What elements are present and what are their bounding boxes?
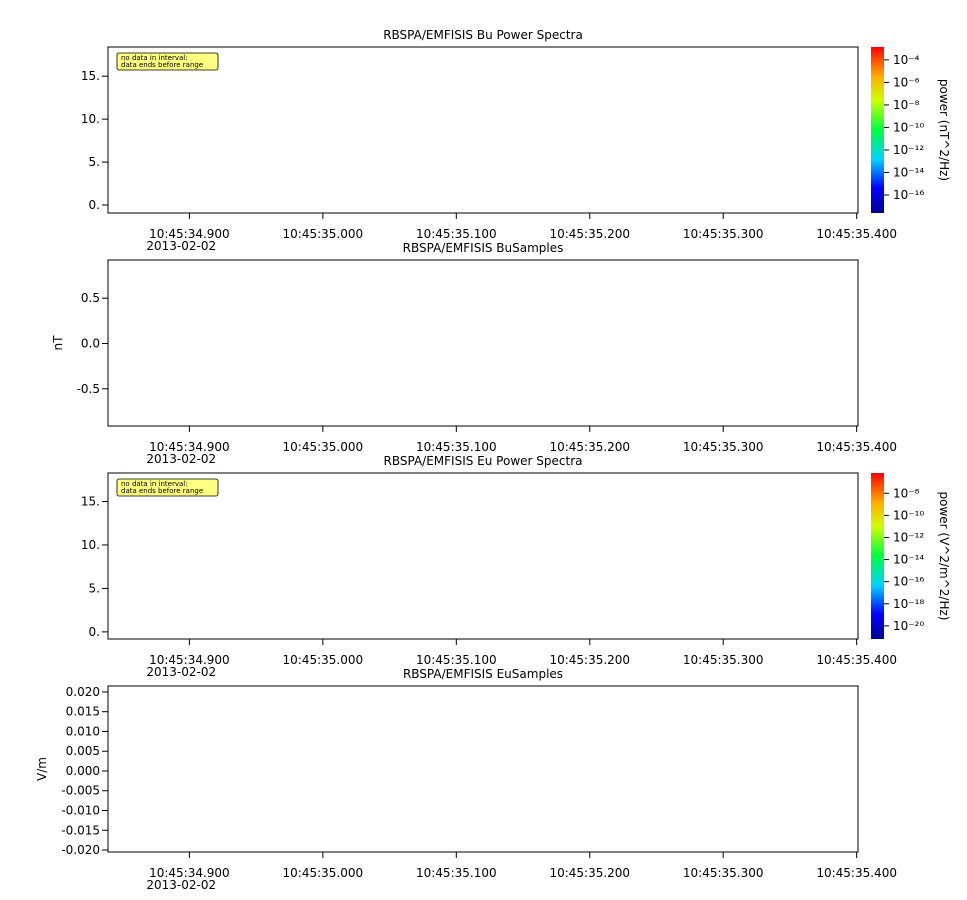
y-tick-label: 10. <box>81 112 100 126</box>
x-tick-label: 10:45:35.300 <box>683 653 764 667</box>
x-tick-label: 10:45:35.000 <box>283 866 364 880</box>
x-tick-label: 10:45:35.100 <box>416 866 497 880</box>
colorbar-tick-label: 10⁻¹⁰ <box>893 508 924 522</box>
colorbar-tick-label: 10⁻²⁰ <box>893 619 924 633</box>
x-tick-label: 10:45:34.900 <box>149 440 230 454</box>
y-tick-label: 0.0 <box>81 336 100 350</box>
x-tick-label: 10:45:34.900 <box>149 866 230 880</box>
x-tick-label: 10:45:35.400 <box>816 227 897 241</box>
plot-frame <box>107 259 859 427</box>
x-tick-label: 10:45:35.400 <box>816 653 897 667</box>
colorbar <box>871 47 884 213</box>
x-date-label: 2013-02-02 <box>146 452 216 466</box>
x-tick-label: 10:45:35.100 <box>416 653 497 667</box>
annotation-box <box>116 52 219 71</box>
x-tick-label: 10:45:35.000 <box>283 227 364 241</box>
colorbar-tick-label: 10⁻⁸ <box>893 98 920 112</box>
x-tick-label: 10:45:35.300 <box>683 866 764 880</box>
x-tick-label: 10:45:35.200 <box>549 227 630 241</box>
x-tick-label: 10:45:35.100 <box>416 227 497 241</box>
x-tick-label: 10:45:35.400 <box>816 866 897 880</box>
x-tick-label: 10:45:35.100 <box>416 440 497 454</box>
colorbar-tick-label: 10⁻⁴ <box>893 53 920 67</box>
x-tick-label: 10:45:34.900 <box>149 653 230 667</box>
annotation: data ends before range <box>121 487 203 495</box>
x-date-label: 2013-02-02 <box>146 239 216 253</box>
y-tick-label: 0. <box>89 198 100 212</box>
plot-frame <box>107 685 859 853</box>
plot-frame <box>107 472 859 640</box>
x-tick-label: 10:45:34.900 <box>149 227 230 241</box>
colorbar-label: power (V^2/m^2/Hz) <box>937 492 951 621</box>
colorbar-tick-label: 10⁻¹² <box>893 143 924 157</box>
y-axis-label: V/m <box>35 757 49 781</box>
colorbar-tick-label: 10⁻¹⁸ <box>893 597 924 611</box>
y-tick-label: 0. <box>89 625 100 639</box>
colorbar-tick-label: 10⁻⁶ <box>893 75 920 89</box>
y-tick-label: 0.010 <box>66 724 100 738</box>
y-tick-label: 0.005 <box>66 744 100 758</box>
y-axis-label: nT <box>51 335 65 351</box>
y-tick-label: 5. <box>89 581 100 595</box>
y-tick-label: -0.005 <box>61 784 100 798</box>
x-tick-label: 10:45:35.200 <box>549 653 630 667</box>
colorbar-label: power (nT^2/Hz) <box>937 79 951 181</box>
y-tick-label: 0.000 <box>66 764 100 778</box>
chart-title: RBSPA/EMFISIS EuSamples <box>403 667 563 681</box>
colorbar <box>871 473 884 639</box>
y-tick-label: 0.020 <box>66 685 100 699</box>
colorbar-tick-label: 10⁻¹⁰ <box>893 120 924 134</box>
y-tick-label: 15. <box>81 69 100 83</box>
plot-frame <box>107 46 859 214</box>
annotation: no data in interval: <box>121 480 188 488</box>
annotation: no data in interval: <box>121 54 188 62</box>
y-tick-label: -0.5 <box>77 382 100 396</box>
y-tick-label: 5. <box>89 155 100 169</box>
colorbar-tick-label: 10⁻¹⁴ <box>893 553 924 567</box>
chart-title: RBSPA/EMFISIS Bu Power Spectra <box>383 28 583 42</box>
chart-title: RBSPA/EMFISIS BuSamples <box>403 241 564 255</box>
x-tick-label: 10:45:35.300 <box>683 227 764 241</box>
y-tick-label: 10. <box>81 538 100 552</box>
x-tick-label: 10:45:35.000 <box>283 653 364 667</box>
y-tick-label: 0.015 <box>66 705 100 719</box>
y-tick-label: -0.015 <box>61 823 100 837</box>
annotation: data ends before range <box>121 61 203 69</box>
x-tick-label: 10:45:35.300 <box>683 440 764 454</box>
colorbar-tick-label: 10⁻⁸ <box>893 486 920 500</box>
chart-title: RBSPA/EMFISIS Eu Power Spectra <box>384 454 583 468</box>
colorbar-tick-label: 10⁻¹⁶ <box>893 575 924 589</box>
colorbar-tick-label: 10⁻¹⁴ <box>893 165 924 179</box>
y-tick-label: 0.5 <box>81 291 100 305</box>
annotation-box <box>116 478 219 497</box>
y-tick-label: -0.020 <box>61 843 100 857</box>
colorbar-tick-label: 10⁻¹⁶ <box>893 188 924 202</box>
x-tick-label: 10:45:35.200 <box>549 440 630 454</box>
x-tick-label: 10:45:35.000 <box>283 440 364 454</box>
y-tick-label: 15. <box>81 495 100 509</box>
x-tick-label: 10:45:35.400 <box>816 440 897 454</box>
colorbar-tick-label: 10⁻¹² <box>893 530 924 544</box>
x-date-label: 2013-02-02 <box>146 878 216 892</box>
x-tick-label: 10:45:35.200 <box>549 866 630 880</box>
y-tick-label: -0.010 <box>61 804 100 818</box>
x-date-label: 2013-02-02 <box>146 665 216 679</box>
